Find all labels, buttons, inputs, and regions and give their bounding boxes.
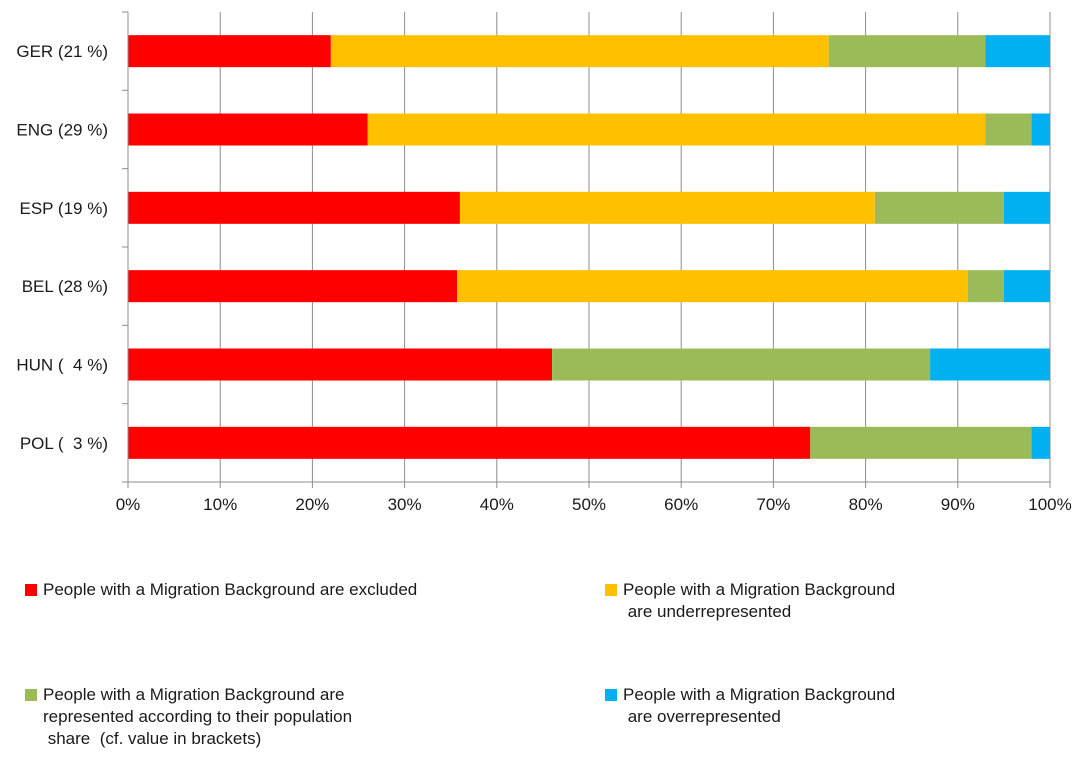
gridlines bbox=[219, 12, 1051, 482]
bar-segment bbox=[1003, 191, 1050, 224]
bar-segment bbox=[1031, 113, 1050, 146]
bar-segment bbox=[967, 270, 1004, 303]
bar-segment bbox=[930, 348, 1050, 381]
y-tick-label: HUN ( 4 %) bbox=[16, 356, 108, 375]
x-tick-label: 20% bbox=[295, 495, 329, 514]
y-tick-label: BEL (28 %) bbox=[22, 277, 108, 296]
bar-segment bbox=[457, 270, 968, 303]
bar-segment bbox=[128, 113, 368, 146]
bar-segment bbox=[330, 35, 829, 68]
x-tick-label: 0% bbox=[116, 495, 141, 514]
x-tick-label: 60% bbox=[664, 495, 698, 514]
bar-segment bbox=[128, 270, 458, 303]
tick-labels: 0% 10% 20% 30% 40% 50% 60% 70% 80% 90% 100% GER (21… bbox=[16, 42, 1071, 514]
bar-segment bbox=[1003, 270, 1050, 303]
bar-segment bbox=[128, 426, 811, 459]
x-tick-label: 100% bbox=[1028, 495, 1071, 514]
y-tick-label: POL ( 3 %) bbox=[20, 434, 108, 453]
x-tick-label: 90% bbox=[941, 495, 975, 514]
x-tick-label: 80% bbox=[849, 495, 883, 514]
bar-segment bbox=[985, 113, 1032, 146]
x-tick-label: 50% bbox=[572, 495, 606, 514]
bar-segment bbox=[128, 348, 553, 381]
axes bbox=[122, 11, 1051, 488]
bar-segment bbox=[459, 191, 875, 224]
bar-segment bbox=[128, 191, 460, 224]
bar-segment bbox=[367, 113, 986, 146]
bar-segment bbox=[810, 426, 1032, 459]
bar-segment bbox=[128, 35, 331, 68]
x-tick-label: 70% bbox=[756, 495, 790, 514]
bars bbox=[128, 35, 1050, 459]
bar-segment bbox=[1031, 426, 1050, 459]
bar-segment bbox=[552, 348, 931, 381]
x-tick-label: 40% bbox=[480, 495, 514, 514]
bar-segment bbox=[985, 35, 1050, 68]
y-tick-label: ESP (19 %) bbox=[19, 199, 108, 218]
y-tick-label: GER (21 %) bbox=[16, 42, 108, 61]
y-tick-label: ENG (29 %) bbox=[16, 121, 108, 140]
bar-segment bbox=[874, 191, 1004, 224]
x-tick-label: 10% bbox=[203, 495, 237, 514]
x-tick-label: 30% bbox=[388, 495, 422, 514]
bar-segment bbox=[828, 35, 986, 68]
